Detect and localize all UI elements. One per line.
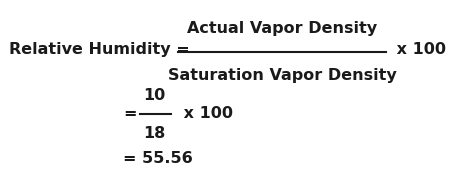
Text: Relative Humidity =: Relative Humidity = <box>9 42 196 57</box>
Text: =: = <box>123 106 137 121</box>
Text: Actual Vapor Density: Actual Vapor Density <box>187 21 377 36</box>
Text: 10: 10 <box>143 88 165 103</box>
Text: x 100: x 100 <box>178 106 233 121</box>
Text: = 55.56: = 55.56 <box>123 151 193 166</box>
Text: Saturation Vapor Density: Saturation Vapor Density <box>168 68 396 83</box>
Text: x 100: x 100 <box>391 42 446 57</box>
Text: 18: 18 <box>143 126 165 141</box>
